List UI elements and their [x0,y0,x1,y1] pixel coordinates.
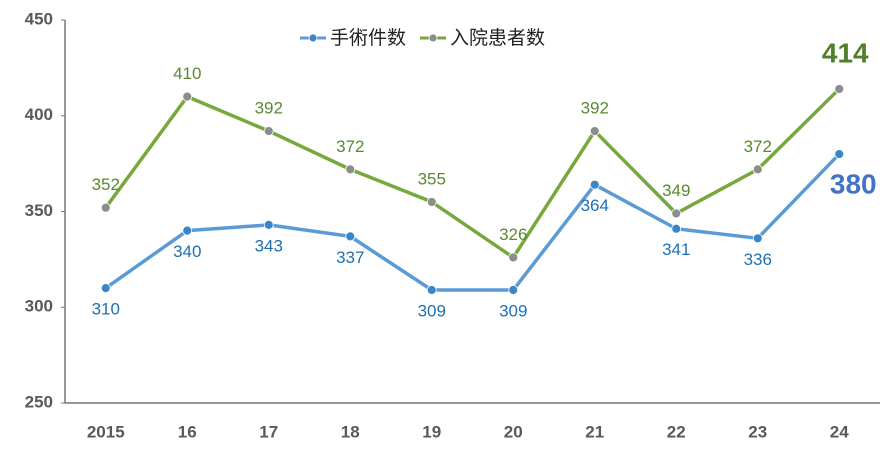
y-tick-label: 400 [25,105,53,124]
data-label: 340 [173,242,201,261]
x-tick-label: 17 [259,422,278,441]
point-marker [834,149,845,159]
y-tick-label: 300 [25,297,53,316]
data-label: 309 [418,301,446,320]
y-tick-label: 350 [25,201,53,220]
data-label: 337 [336,248,364,267]
data-label: 392 [581,99,609,118]
y-tick-label: 250 [25,392,53,411]
point-marker [100,283,111,294]
data-label: 372 [744,137,772,156]
data-label: 336 [744,250,772,269]
point-marker [671,223,682,234]
legend-label: 入院患者数 [450,27,545,49]
point-marker [263,126,274,136]
point-marker [589,126,600,136]
point-marker [834,84,845,94]
point-marker [671,208,682,219]
point-marker [182,225,193,236]
data-label: 380 [830,168,877,199]
x-tick-label: 23 [748,422,767,441]
x-tick-label: 22 [667,422,686,441]
point-marker [752,164,763,175]
legend-marker [308,33,318,43]
x-tick-label: 2015 [87,422,125,441]
series-line [104,87,841,260]
point-marker [263,220,274,230]
x-tick-label: 20 [504,422,523,441]
point-marker [182,91,193,102]
x-tick-label: 18 [341,422,360,441]
data-label: 372 [336,137,364,156]
legend-label: 手術件数 [330,27,406,49]
data-label: 309 [499,301,527,320]
x-tick-label: 21 [585,422,604,441]
x-tick-label: 19 [422,422,441,441]
x-tick-label: 24 [830,422,849,441]
point-marker [426,285,437,295]
y-tick-label: 450 [25,9,53,28]
data-label: 410 [173,64,201,83]
point-marker [100,202,111,213]
data-label: 355 [418,169,446,188]
point-marker [508,252,519,263]
point-marker [589,179,600,190]
data-label: 414 [822,37,869,68]
data-label: 341 [662,240,690,259]
data-label: 392 [255,99,283,118]
data-label: 364 [581,196,609,215]
point-marker [426,197,437,207]
x-tick-label: 16 [178,422,197,441]
point-marker [752,233,763,244]
series-line [104,152,841,292]
point-marker [345,164,356,175]
point-marker [508,285,519,295]
data-label: 343 [255,236,283,255]
point-marker [345,231,356,242]
data-label: 352 [92,175,120,194]
data-label: 326 [499,225,527,244]
data-label: 349 [662,181,690,200]
data-label: 310 [92,300,120,319]
legend-marker [428,33,438,43]
